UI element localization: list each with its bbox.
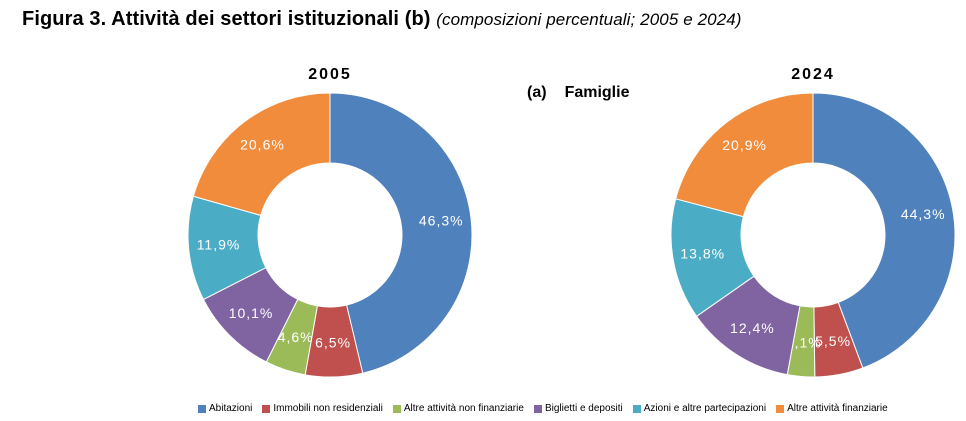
legend-label: Immobili non residenziali — [273, 403, 383, 414]
legend-label: Altre attività finanziarie — [787, 403, 888, 414]
figure-title: Figura 3. Attività dei settori istituzio… — [22, 8, 742, 31]
legend-label: Azioni e altre partecipazioni — [643, 403, 767, 414]
legend-swatch — [776, 404, 785, 413]
legend-item: Azioni e altre partecipazioni — [632, 403, 767, 414]
panel-subtitle: (a) Famiglie — [527, 84, 629, 102]
legend-label: Altre attività non finanziarie — [403, 403, 524, 414]
data-label-2024-2: 3,1% — [786, 334, 822, 350]
donut-2005: 46,3% 6,5%4,6%10,1% 11,9% 20,6% — [187, 92, 473, 378]
panel-label: Famiglie — [564, 84, 630, 101]
data-label-2005-3: 10,1% — [229, 305, 274, 321]
slice-2005-0 — [329, 92, 473, 374]
panel-tag: (a) — [527, 84, 547, 101]
legend-label: Biglietti e depositi — [544, 403, 623, 414]
slice-2024-5 — [675, 92, 814, 218]
legend-label: Abitazioni — [209, 403, 253, 414]
figure-title-sub: (composizioni percentuali; 2005 e 2024) — [436, 10, 742, 29]
legend-item: Immobili non residenziali — [262, 403, 383, 414]
data-label-2005-0: 46,3% — [419, 213, 464, 229]
legend-item: Altre attività non finanziarie — [392, 403, 524, 414]
donut-2005-title: 2005 — [308, 66, 352, 83]
figure-title-main: Figura 3. Attività dei settori istituzio… — [22, 8, 431, 30]
legend-swatch — [262, 404, 271, 413]
donut-2024-title: 2024 — [791, 66, 835, 83]
legend-swatch — [533, 404, 542, 413]
slice-2005-5 — [192, 92, 331, 216]
data-label-2005-4: 11,9% — [197, 237, 241, 253]
legend-item: Biglietti e depositi — [533, 403, 623, 414]
legend-item: Altre attività finanziarie — [776, 403, 888, 414]
data-label-2024-3: 12,4% — [730, 320, 775, 336]
legend: Abitazioni Immobili non residenziali Altre… — [198, 403, 888, 414]
data-label-2024-4: 13,8% — [680, 245, 725, 261]
donut-2024: 44,3% 5,5%3,1% 12,4% 13,8% 20,9% — [670, 92, 956, 378]
data-label-2005-1: 6,5% — [315, 335, 351, 351]
data-label-2005-5: 20,6% — [240, 136, 285, 152]
legend-swatch — [198, 404, 206, 413]
data-label-2024-1: 5,5% — [815, 333, 851, 349]
legend-swatch — [632, 404, 641, 413]
legend-swatch — [392, 404, 401, 413]
legend-item: Abitazioni — [198, 403, 252, 414]
slice-2024-0 — [812, 92, 956, 369]
data-label-2024-5: 20,9% — [722, 137, 767, 153]
data-label-2005-2: 4,6% — [278, 329, 314, 345]
data-label-2024-0: 44,3% — [901, 206, 946, 222]
